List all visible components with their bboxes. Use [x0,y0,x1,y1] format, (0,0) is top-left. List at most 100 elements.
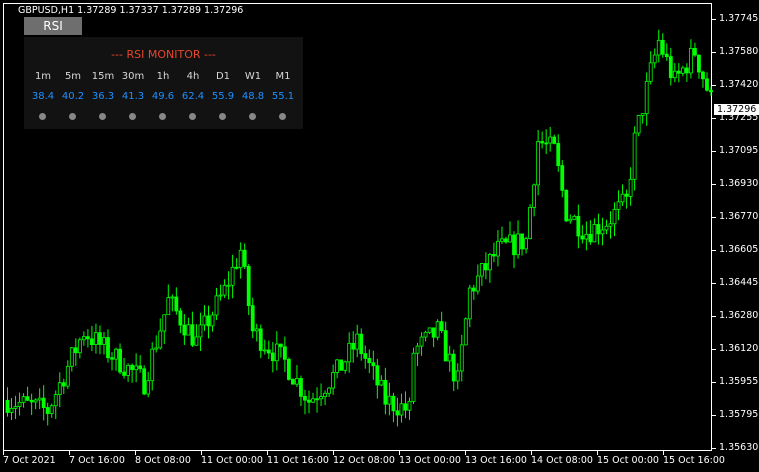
candle [676,63,681,83]
candle [73,338,78,366]
candle [77,337,82,359]
rsi-value: 41.3 [121,91,145,102]
bull-candle-body [600,229,605,235]
rsi-timeframe-label: 15m [91,71,115,82]
candle [387,382,392,416]
candle [331,364,336,395]
bear-candle-body [668,56,673,79]
bull-candle-body [508,234,512,243]
bear-candle-body [98,332,102,345]
price-tick: 1.36605 [711,244,758,255]
candle [170,294,175,312]
bull-candle-body [222,284,227,296]
bull-candle-body [17,401,22,407]
candle [138,355,143,373]
price-tick: 1.36280 [711,310,758,321]
bull-candle-body [399,403,404,416]
candle [266,340,271,360]
bear-candle-body [282,346,287,360]
rsi-status-dot [99,113,106,120]
bull-candle-body [126,364,130,376]
candle [218,284,223,301]
candle [411,347,416,405]
bear-candle-body [676,70,681,74]
bear-candle-body [29,399,34,403]
chart-frame[interactable] [3,3,713,452]
candle [53,390,58,420]
price-tick: 1.35795 [711,409,758,420]
bear-candle-body [351,342,356,350]
rsi-status-dot [69,113,76,120]
candle [49,403,54,418]
rsi-status-dot [279,113,286,120]
bull-candle-body [656,39,661,56]
rsi-value: 40.2 [61,91,85,102]
candle [81,331,86,346]
bull-candle-body [94,332,98,346]
bear-candle-body [278,343,283,348]
bear-candle-body [315,398,319,401]
bull-candle-body [584,233,589,240]
candle [431,327,436,348]
bear-candle-body [439,321,444,332]
rsi-toggle-button[interactable]: RSI [24,17,82,35]
bull-candle-body [592,224,597,243]
candle [363,345,368,369]
bear-candle-body [451,353,456,382]
candle [278,343,283,358]
bear-candle-body [544,142,549,145]
candle [532,183,537,217]
bull-candle-body [319,396,323,400]
candle [69,346,74,372]
candle [600,217,605,246]
candle [307,390,311,414]
candle [455,363,460,390]
candle [423,330,428,342]
candle [680,65,685,77]
bear-candle-body [624,193,629,197]
price-tick: 1.37745 [711,13,758,24]
rsi-timeframe-label: 5m [64,71,82,82]
bull-candle-body [427,327,432,333]
bull-candle-body [65,365,70,387]
bull-candle-body [496,240,500,257]
candle [560,160,565,198]
bear-candle-body [122,371,126,376]
candle [492,242,496,263]
candle [29,393,34,416]
bear-candle-body [504,238,508,243]
candle [110,352,114,371]
bull-candle-body [475,275,480,292]
bull-candle-body [455,370,460,382]
candle [608,211,613,239]
bear-candle-body [130,364,135,371]
rsi-status-dot [249,113,256,120]
candle [323,390,327,406]
candle [504,236,508,244]
bear-candle-body [118,348,122,373]
bull-candle-body [69,347,74,367]
candle [395,397,400,427]
bear-candle-body [383,379,388,405]
bear-candle-body [483,263,488,271]
rsi-value: 38.4 [31,91,55,102]
candlestick-plot[interactable] [4,4,713,452]
price-tick: 1.36930 [711,178,758,189]
price-tick: 1.35955 [711,376,758,387]
candle [65,360,70,389]
candle [479,262,484,286]
bull-candle-body [689,48,693,74]
candle [226,271,231,300]
bear-candle-body [286,358,291,380]
candle [174,287,179,315]
bull-candle-body [327,387,332,394]
bear-candle-body [431,327,436,338]
bull-candle-body [604,225,609,231]
bull-candle-body [379,379,384,386]
bull-candle-body [532,184,537,208]
candle [178,307,183,334]
candle [487,252,492,283]
candle [94,323,98,354]
candle [451,349,456,392]
bear-candle-body [61,382,66,387]
